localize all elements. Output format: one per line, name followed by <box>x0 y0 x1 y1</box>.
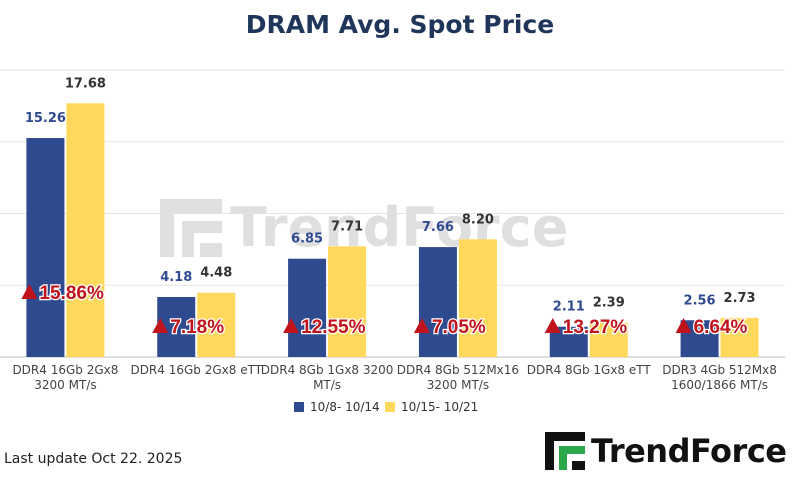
legend-label-2: 10/15- 10/21 <box>401 400 478 414</box>
category-label: DDR4 8Gb 1Gx8 eTT <box>527 363 652 377</box>
bar-series-2 <box>197 292 236 357</box>
bar-series-2 <box>589 322 628 357</box>
bar-series-2 <box>66 103 105 358</box>
bar-series-1 <box>26 138 65 357</box>
change-label: 15.86% <box>39 283 104 304</box>
data-label-series-1: 4.18 <box>160 270 192 285</box>
category-label: MT/s <box>313 378 341 392</box>
brand-logo: TrendForce <box>545 430 787 472</box>
category-label: DDR4 8Gb 512Mx16 <box>397 363 519 377</box>
bar-series-2 <box>720 317 759 357</box>
bar-series-1 <box>288 258 327 357</box>
data-label-series-2: 17.68 <box>65 76 106 91</box>
trendforce-logo-icon <box>545 432 585 470</box>
up-triangle-icon <box>152 318 169 333</box>
brand-name: TrendForce <box>591 432 787 470</box>
change-label: 13.27% <box>563 317 628 338</box>
legend-label-1: 10/8- 10/14 <box>310 400 380 414</box>
bar-series-2 <box>328 246 367 357</box>
data-label-series-1: 6.85 <box>291 232 323 247</box>
up-triangle-icon <box>21 284 38 299</box>
data-label-series-2: 7.71 <box>331 219 363 234</box>
data-label-series-1: 2.56 <box>684 293 716 308</box>
category-label: DDR3 4Gb 512Mx8 <box>662 363 777 377</box>
category-label: 1600/1866 MT/s <box>671 378 768 392</box>
up-triangle-icon <box>283 318 300 333</box>
change-label: 6.64% <box>694 317 748 338</box>
category-label: DDR4 8Gb 1Gx8 3200 <box>261 363 394 377</box>
data-label-series-2: 2.39 <box>593 296 625 311</box>
data-label-series-2: 8.20 <box>462 212 494 227</box>
category-label: 3200 MT/s <box>34 378 96 392</box>
last-update-note: Last update Oct 22. 2025 <box>4 451 183 467</box>
change-label: 7.05% <box>432 317 486 338</box>
data-label-series-1: 15.26 <box>25 111 66 126</box>
up-triangle-icon <box>413 318 430 333</box>
up-triangle-icon <box>544 318 561 333</box>
data-label-series-2: 2.73 <box>724 291 756 306</box>
data-label-series-1: 7.66 <box>422 220 454 235</box>
bar-series-2 <box>458 239 497 357</box>
legend-swatch-2 <box>385 402 395 412</box>
change-label: 7.18% <box>170 317 224 338</box>
category-label: DDR4 16Gb 2Gx8 eTT <box>130 363 262 377</box>
data-label-series-2: 4.48 <box>200 266 232 281</box>
bar-series-1 <box>418 247 457 357</box>
chart-title: DRAM Avg. Spot Price <box>245 10 555 39</box>
legend-swatch-1 <box>294 402 304 412</box>
data-label-series-1: 2.11 <box>553 300 585 315</box>
category-label: 3200 MT/s <box>427 378 489 392</box>
change-label: 12.55% <box>301 317 366 338</box>
up-triangle-icon <box>675 318 692 333</box>
category-label: DDR4 16Gb 2Gx8 <box>12 363 118 377</box>
